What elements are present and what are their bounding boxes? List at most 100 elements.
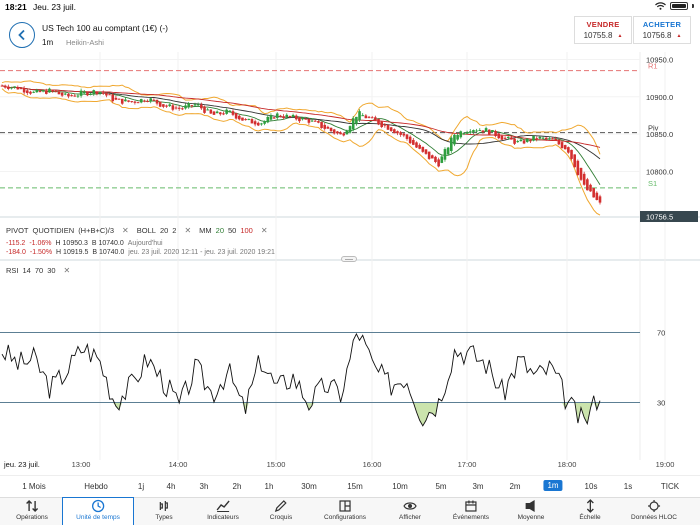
boll-p1: 20 — [159, 226, 169, 235]
candle-body — [215, 111, 219, 114]
candle-body — [567, 147, 570, 153]
speaker-icon — [526, 500, 535, 512]
toolbar-afficher[interactable]: Afficher — [399, 499, 421, 521]
toolbar-operations[interactable]: Opérations — [16, 499, 48, 521]
toolbar-types[interactable]: Types — [155, 499, 173, 521]
candle-body — [475, 130, 478, 132]
panel-resize-handle[interactable] — [341, 256, 357, 262]
timeframe-2m[interactable]: 2m — [509, 482, 521, 491]
timeframe-1s[interactable]: 1s — [623, 482, 633, 491]
candle-body — [89, 93, 92, 95]
candle-body — [386, 124, 390, 130]
candle-body — [219, 112, 222, 115]
candle-body — [32, 91, 35, 93]
candle-body — [456, 134, 459, 140]
candle-body — [82, 91, 86, 94]
toolbar-echelle[interactable]: Échelle — [579, 499, 601, 521]
timeframe-hebdo[interactable]: Hebdo — [84, 482, 108, 491]
candle-body — [364, 115, 368, 119]
timeframe-15m[interactable]: 15m — [347, 482, 363, 491]
price-tick-label: 10950.0 — [646, 55, 673, 64]
candle-body — [181, 108, 184, 110]
candle-body — [440, 156, 444, 163]
timeframe-1-mois[interactable]: 1 Mois — [22, 482, 46, 491]
toolbar-unite-de-temps[interactable]: Unité de temps — [76, 499, 120, 521]
candle-body — [291, 114, 295, 117]
candle-body — [48, 88, 51, 93]
candle-body — [345, 131, 349, 135]
candle-body — [516, 141, 520, 143]
candle-body — [67, 93, 70, 97]
timeframe-10m[interactable]: 10m — [392, 482, 408, 491]
candle-body — [557, 139, 561, 145]
bollinger-upper — [1, 80, 601, 155]
mm-p3: 100 — [240, 226, 253, 235]
toolbar-donnees-hloc[interactable]: Données HLOC — [631, 499, 677, 521]
candle-body — [38, 91, 42, 93]
close-icon[interactable]: ✕ — [184, 226, 192, 235]
buy-price: 10756.8 — [642, 31, 672, 40]
toolbar-configurations[interactable]: Configurations — [324, 499, 366, 521]
toolbar-label: Échelle — [579, 514, 601, 521]
price-chart[interactable]: 10950.0 10900.0 10850.0 10800.0 R1 Piv S1 10756… — [0, 52, 700, 472]
candle-body — [282, 116, 285, 119]
close-icon[interactable]: ✕ — [63, 266, 71, 275]
chart-area[interactable]: 10950.0 10900.0 10850.0 10800.0 R1 Piv S1 10756… — [0, 52, 700, 472]
candle-body — [139, 98, 143, 103]
close-icon[interactable]: ✕ — [122, 226, 129, 235]
candle-body — [380, 121, 383, 128]
candle-body — [266, 116, 270, 123]
sell-button[interactable]: VENDRE 10755.8 ▲ — [574, 16, 632, 44]
timeframe-3h[interactable]: 3h — [199, 482, 209, 491]
candle-body — [196, 104, 200, 106]
candle-body — [323, 124, 327, 129]
candle-body — [63, 93, 67, 95]
timeframe-30m[interactable]: 30m — [301, 482, 317, 491]
timeframe-1m[interactable]: 1m — [543, 480, 563, 491]
timeframe-3m[interactable]: 3m — [472, 482, 484, 491]
time-tick-label: 15:00 — [267, 460, 286, 469]
candle-body — [459, 131, 463, 138]
change-value: -115.2 — [6, 240, 26, 247]
timeframe-10s[interactable]: 10s — [584, 482, 598, 491]
candle-body — [348, 126, 352, 133]
price-tick-label: 10900.0 — [646, 93, 673, 102]
ma-20-line — [1, 85, 601, 185]
current-price-label: 10756.5 — [646, 213, 673, 222]
candle-body — [361, 115, 364, 117]
boll-p2: 2 — [172, 226, 177, 235]
candle-body — [86, 92, 89, 96]
candle-body — [190, 105, 194, 107]
buy-button[interactable]: ACHETER 10756.8 ▲ — [633, 16, 691, 44]
candle-body — [589, 184, 592, 192]
current-price-badge — [640, 211, 698, 222]
timeframe-1h[interactable]: 1h — [264, 482, 274, 491]
toolbar-croquis[interactable]: Croquis — [270, 499, 292, 521]
timeframe-1j[interactable]: 1j — [137, 482, 145, 491]
candle-body — [171, 105, 175, 110]
candle-body — [389, 127, 393, 132]
timeframe-2h[interactable]: 2h — [232, 482, 242, 491]
candle-body — [541, 137, 545, 139]
toolbar-indicateurs[interactable]: Indicateurs — [207, 499, 239, 521]
candle-body — [16, 87, 20, 90]
timeframe-4h[interactable]: 4h — [166, 482, 176, 491]
candle-body — [272, 117, 276, 119]
candle-body — [0, 85, 4, 87]
candle-body — [10, 87, 13, 89]
timeframe-5m[interactable]: 5m — [435, 482, 447, 491]
candle-body — [554, 138, 558, 141]
toolbar-evenements[interactable]: Événements — [453, 499, 489, 521]
layout-icon — [339, 500, 351, 512]
toolbar-moyenne[interactable]: Moyenne — [518, 499, 544, 521]
back-button[interactable] — [9, 22, 35, 48]
close-icon[interactable]: ✕ — [260, 226, 268, 235]
instrument-name[interactable]: US Tech 100 au comptant (1€) (-) — [42, 23, 168, 33]
rsi-70-label: 70 — [657, 329, 665, 338]
candle-body — [598, 196, 602, 203]
candle-body — [402, 133, 406, 136]
candle-body — [320, 121, 323, 128]
candle-body — [586, 179, 589, 191]
timeframe-tick[interactable]: TICK — [660, 482, 680, 491]
candle-body — [468, 131, 472, 133]
